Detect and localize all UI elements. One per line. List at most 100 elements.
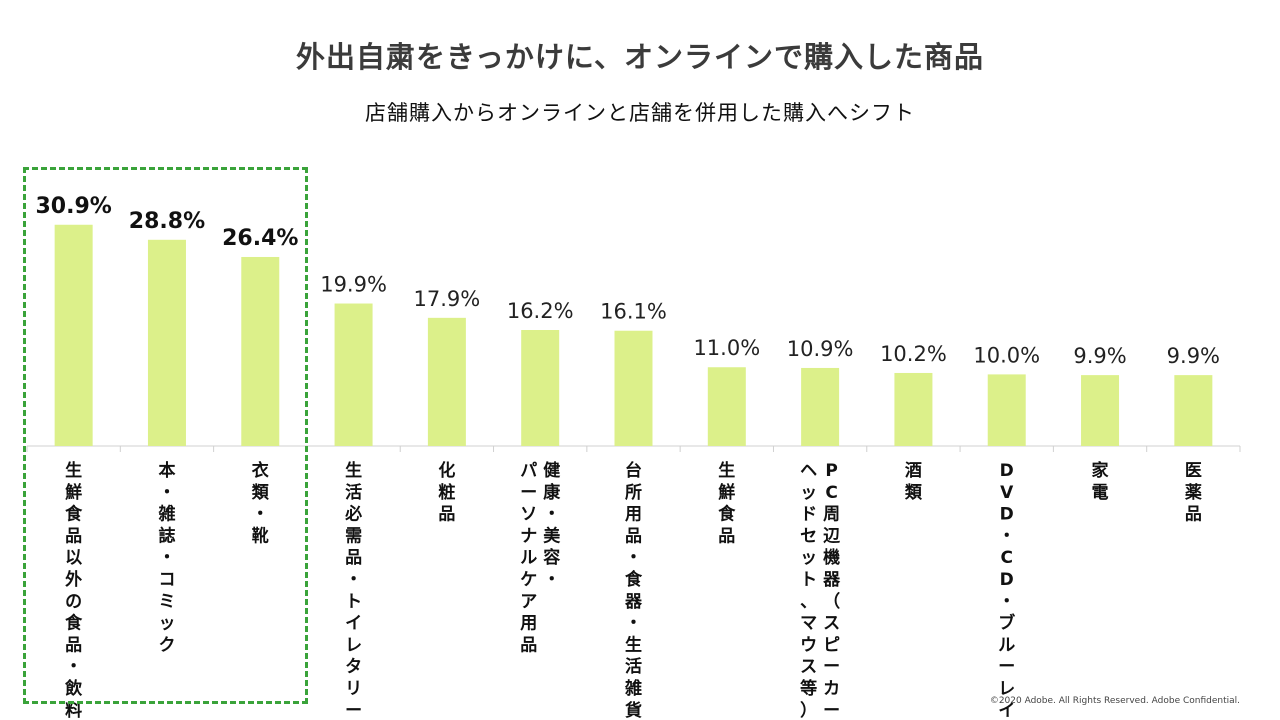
data-label: 10.0% xyxy=(973,343,1040,367)
category-label-char: ア xyxy=(520,592,537,612)
category-label-char: 等 xyxy=(800,678,817,699)
category-label-char: 生 xyxy=(625,634,642,655)
category-label-char: V xyxy=(1000,483,1014,503)
category-label-char: 類 xyxy=(904,483,923,503)
category-label-char: 食 xyxy=(65,504,83,525)
category-label-char: ー xyxy=(823,701,840,720)
category-label-char: 美 xyxy=(543,525,561,546)
bar xyxy=(894,372,933,446)
data-label: 16.2% xyxy=(507,299,574,323)
category-label-char: ト xyxy=(800,570,817,590)
category-label-char: ・ xyxy=(998,526,1015,546)
category-label-char: タ xyxy=(345,657,362,677)
category-label-char: 品 xyxy=(520,635,537,655)
category-label-char: 靴 xyxy=(252,525,269,546)
bar xyxy=(427,317,466,446)
bar xyxy=(987,374,1026,446)
category-label-char: ー xyxy=(998,657,1015,677)
category-label-char: 品 xyxy=(625,526,642,546)
bar xyxy=(147,239,186,446)
category-label-char: ・ xyxy=(543,570,560,590)
category-label-char: 鮮 xyxy=(718,482,735,503)
highlight-box xyxy=(23,167,308,704)
category-label-char: 酒 xyxy=(905,460,922,481)
bar xyxy=(707,367,746,446)
category-label-char: ッ xyxy=(800,483,817,503)
category-label-char: 活 xyxy=(345,482,362,503)
category-label-char: 薬 xyxy=(1185,483,1202,503)
category-label-char: イ xyxy=(998,701,1015,720)
category-label-char: 所 xyxy=(625,483,642,503)
category-label-char: 衣 xyxy=(252,460,269,481)
data-label: 9.9% xyxy=(1073,344,1126,368)
category-label-char: ト xyxy=(345,592,362,612)
bar xyxy=(334,303,373,446)
category-label-char: 品 xyxy=(1185,505,1202,525)
category-label-char: イ xyxy=(345,614,362,634)
category-label-char: 周 xyxy=(823,505,840,525)
data-label: 28.8% xyxy=(129,209,205,234)
category-label-char: ・ xyxy=(158,548,175,568)
category-label-char: 粧 xyxy=(438,482,455,503)
category-label-char: 家 xyxy=(1092,460,1109,481)
category-label-char: ス xyxy=(800,657,817,677)
category-label-char: 雑 xyxy=(624,678,642,699)
category-label-char: 食 xyxy=(625,569,643,590)
category-label-char: 外 xyxy=(65,569,82,590)
category-label-char: ウ xyxy=(800,635,817,655)
category-label-char: 医 xyxy=(1185,461,1202,481)
category-label-char: ・ xyxy=(625,614,642,634)
category-label-char: 雑 xyxy=(157,504,175,525)
category-label-char: レ xyxy=(345,635,362,655)
bar xyxy=(241,256,280,446)
category-label-char: 康 xyxy=(543,482,561,503)
category-label-char: 化 xyxy=(438,460,455,481)
category-label-char: 健 xyxy=(543,460,560,481)
category-label-char: 器 xyxy=(624,592,643,612)
category-label-char: ・ xyxy=(65,657,82,677)
category-label-char: セ xyxy=(800,526,817,546)
category-label-char: ッ xyxy=(158,614,175,634)
category-label-char: 台 xyxy=(625,460,642,481)
category-label-char: ヘ xyxy=(800,461,817,481)
category-label-char: （ xyxy=(823,591,840,612)
category-label-char: 必 xyxy=(344,504,362,525)
category-label-char: 需 xyxy=(345,526,362,546)
category-label-char: 貨 xyxy=(625,700,642,720)
data-label: 16.1% xyxy=(600,300,667,324)
category-label-char: 電 xyxy=(1092,483,1109,503)
category-label-char: ー xyxy=(823,657,840,677)
category-label-char: 品 xyxy=(345,548,362,568)
data-label: 17.9% xyxy=(414,287,481,311)
category-label-char: マ xyxy=(800,614,817,634)
category-label-char: ド xyxy=(800,505,817,525)
category-label-char: 飲 xyxy=(64,678,83,699)
category-label-char: レ xyxy=(998,679,1015,699)
data-label: 11.0% xyxy=(693,336,760,360)
category-label-char: 辺 xyxy=(823,526,840,546)
category-label-char: P xyxy=(825,461,837,481)
category-label-char: ピ xyxy=(823,635,840,655)
category-label-char: 生 xyxy=(345,460,362,481)
category-label-char: 用 xyxy=(625,505,642,525)
category-label-char: 食 xyxy=(718,504,736,525)
category-label-char: C xyxy=(825,483,837,503)
category-label-char: ク xyxy=(158,635,175,655)
bar xyxy=(521,330,560,446)
category-label-char: ・ xyxy=(345,570,362,590)
category-label-char: 器 xyxy=(822,570,841,590)
category-label-char: ケ xyxy=(520,570,537,590)
category-label-char: 品 xyxy=(438,505,455,525)
category-label-char: ッ xyxy=(800,548,817,568)
category-label-char: の xyxy=(65,592,82,612)
category-label-char: D xyxy=(1000,570,1014,590)
category-label-char: 以 xyxy=(65,548,82,568)
category-label-char: ・ xyxy=(252,505,269,525)
category-label-char: ル xyxy=(520,548,537,568)
category-label-char: 品 xyxy=(718,526,735,546)
category-label-char: カ xyxy=(823,679,840,699)
bar xyxy=(801,367,840,446)
category-label-char: ス xyxy=(823,614,840,634)
category-label-char: 活 xyxy=(625,656,642,677)
data-label: 10.2% xyxy=(880,342,947,366)
